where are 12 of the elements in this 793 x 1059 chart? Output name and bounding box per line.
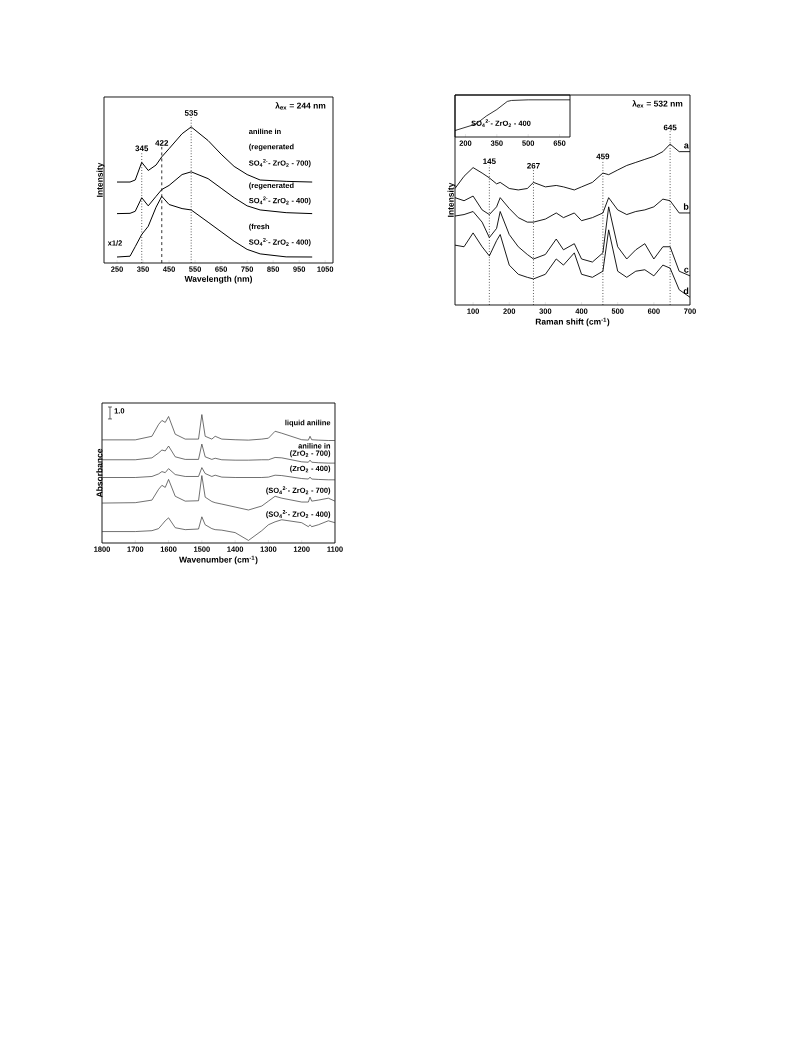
text: λ$_{ex}$ = 532 nm xyxy=(632,100,683,108)
x-axis-title: Raman shift (cm$^{-1}$) xyxy=(535,317,610,327)
series-label: d xyxy=(683,287,689,295)
series-label: c xyxy=(684,267,689,273)
text: λ$_{ex}$ = 244 nm xyxy=(275,102,326,110)
y-axis-title: Absorbance xyxy=(96,448,103,498)
x-axis-title: Wavelength (nm) xyxy=(184,275,253,284)
x-axis-title: Wavenumber (cm$^{-1}$) xyxy=(179,555,258,565)
series-label: b xyxy=(683,203,689,210)
y-axis-title: Intensity xyxy=(96,162,105,197)
y-axis-title: Intensity xyxy=(447,182,456,217)
series-label: a xyxy=(684,143,689,149)
